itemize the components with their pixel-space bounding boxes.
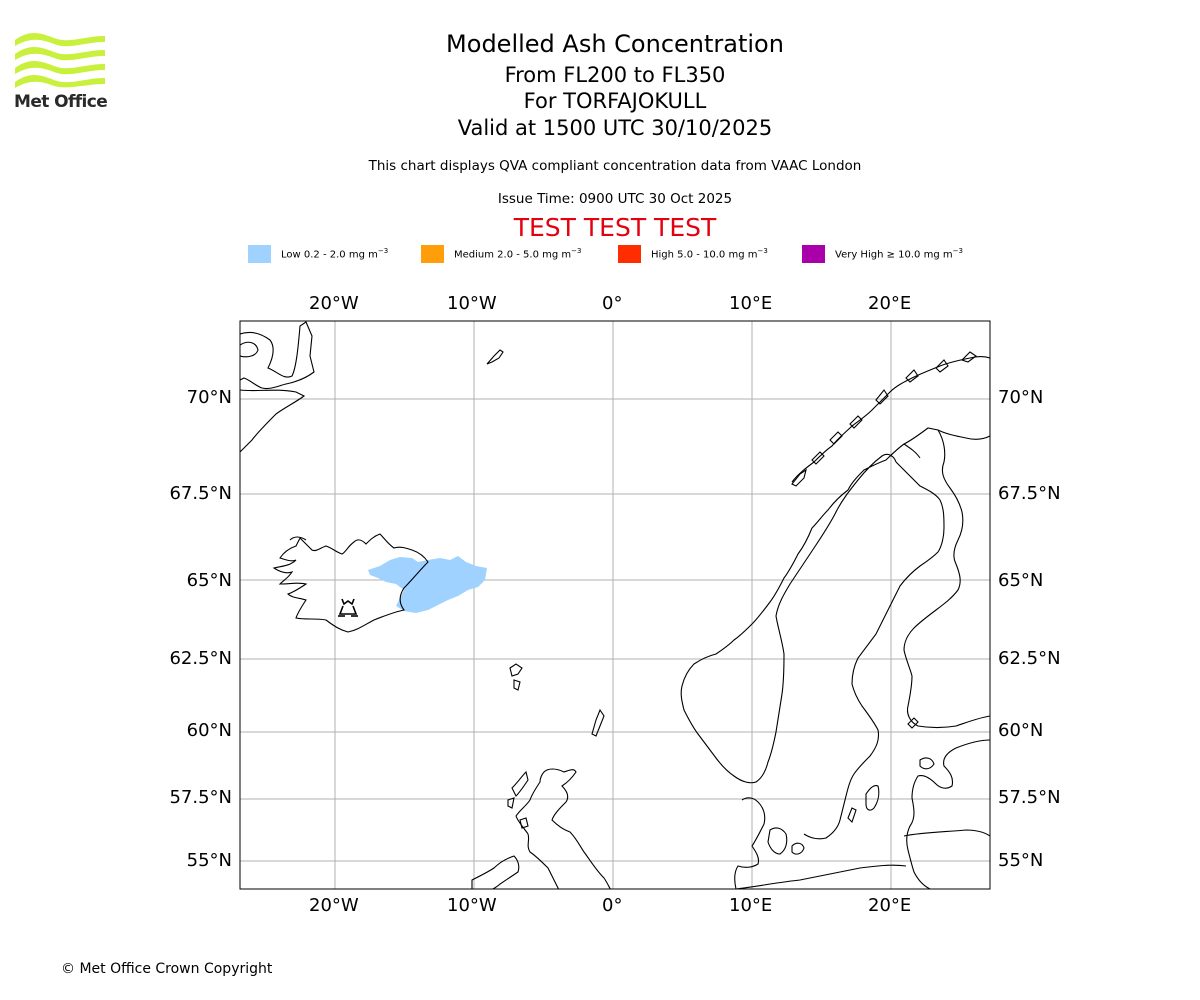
lat-label-left-65n: 65°N: [186, 570, 232, 591]
lat-label-right-60n: 60°N: [998, 720, 1044, 741]
legend-exp-medium: −3: [571, 247, 582, 256]
coast-scotland: [515, 768, 611, 889]
coast-faroe: [509, 663, 523, 677]
coast-ireland: [471, 855, 520, 889]
lon-label-bottom-10e: 10°E: [729, 895, 773, 916]
legend-label-low: Low 0.2 - 2.0 mg m: [281, 249, 378, 261]
met-office-wave-logo-icon: [15, 33, 105, 88]
coastlines: [240, 321, 990, 889]
lat-label-right-62-5n: 62.5°N: [998, 648, 1061, 669]
map-content: [240, 321, 990, 889]
qva-description: This chart displays QVA compliant concen…: [368, 158, 862, 174]
coast-gotland: [865, 784, 880, 811]
legend-exp-high: −3: [757, 247, 768, 256]
legend-swatch-low: [248, 245, 271, 263]
legend-exp-very-high: −3: [952, 247, 963, 256]
lat-label-left-62-5n: 62.5°N: [169, 648, 232, 669]
coast-jan-mayen: [486, 349, 504, 365]
legend-swatch-high: [618, 245, 641, 263]
lon-label-bottom-10w: 10°W: [447, 895, 497, 916]
legend-exp-low: −3: [377, 247, 389, 256]
legend-item-low: Low 0.2 - 2.0 mg m−3: [248, 244, 388, 264]
map-frame: [239, 320, 991, 890]
coast-sweden: [803, 461, 945, 840]
lat-label-left-67-5n: 67.5°N: [169, 483, 232, 504]
lat-label-right-65n: 65°N: [998, 570, 1044, 591]
legend-label-medium: Medium 2.0 - 5.0 mg m: [454, 249, 572, 261]
volcano-icon: [338, 598, 358, 617]
legend-label-very-high: Very High ≥ 10.0 mg m: [835, 249, 953, 261]
lat-label-left-60n: 60°N: [186, 720, 232, 741]
coast-finland: [903, 429, 990, 729]
legend-swatch-medium: [421, 245, 444, 263]
lon-label-top-10e: 10°E: [729, 293, 773, 314]
legend-item-very-high: Very High ≥ 10.0 mg m−3: [802, 244, 963, 264]
legend-swatch-very-high: [802, 245, 825, 263]
lon-label-top-20e: 20°E: [868, 293, 912, 314]
lat-label-left-57-5n: 57.5°N: [169, 787, 232, 808]
lat-label-right-70n: 70°N: [998, 387, 1044, 408]
lat-label-left-55n: 55°N: [186, 850, 232, 871]
lon-label-bottom-20e: 20°E: [868, 895, 912, 916]
lon-label-top-10w: 10°W: [447, 293, 497, 314]
lon-label-top-0: 0°: [602, 293, 623, 314]
copyright: © Met Office Crown Copyright: [61, 961, 273, 977]
ash-cloud-low: [368, 556, 487, 613]
legend-item-medium: Medium 2.0 - 5.0 mg m−3: [421, 244, 581, 264]
coast-greenland: [240, 321, 315, 390]
valid-time: Valid at 1500 UTC 30/10/2025: [457, 116, 773, 140]
lat-label-right-55n: 55°N: [998, 850, 1044, 871]
coast-baltic: [906, 739, 990, 889]
legend-label-high: High 5.0 - 10.0 mg m: [651, 249, 758, 261]
coast-norway: [680, 355, 990, 784]
flight-level-range: From FL200 to FL350: [504, 63, 726, 87]
volcano-name: For TORFAJOKULL: [523, 89, 707, 113]
lat-label-right-67-5n: 67.5°N: [998, 483, 1061, 504]
lat-label-left-70n: 70°N: [186, 387, 232, 408]
lon-label-bottom-20w: 20°W: [309, 895, 359, 916]
graticule: [240, 321, 990, 889]
lat-label-right-57-5n: 57.5°N: [998, 787, 1061, 808]
test-banner: TEST TEST TEST: [513, 213, 717, 242]
coast-shetland: [591, 708, 605, 737]
lon-label-top-20w: 20°W: [309, 293, 359, 314]
coast-iceland: [272, 533, 429, 633]
chart-title: Modelled Ash Concentration: [446, 30, 784, 58]
legend-item-high: High 5.0 - 10.0 mg m−3: [618, 244, 768, 264]
lon-label-bottom-0: 0°: [602, 895, 623, 916]
issue-time: Issue Time: 0900 UTC 30 Oct 2025: [497, 191, 733, 207]
logo-text: Met Office: [14, 92, 108, 112]
coast-denmark: [734, 797, 766, 889]
met-office-logo: Met Office: [14, 30, 109, 112]
